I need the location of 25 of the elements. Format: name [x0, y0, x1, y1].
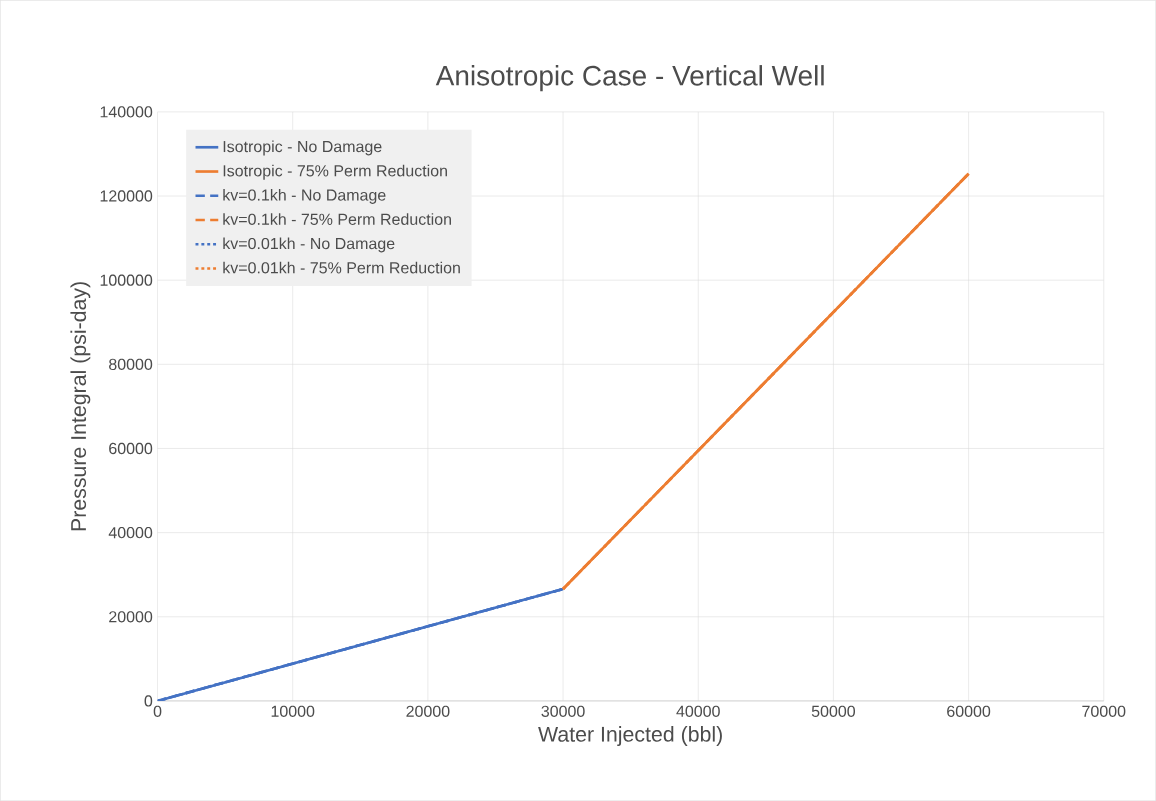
legend-label: kv=0.01kh - 75% Perm Reduction [223, 261, 460, 274]
x-tick-label: 30000 [541, 705, 585, 717]
x-tick-label: 60000 [947, 705, 991, 717]
y-tick-label: 140000 [100, 106, 153, 118]
y-tick-label: 20000 [109, 611, 153, 623]
chart-title: Anisotropic Case - Vertical Well [435, 65, 824, 92]
y-axis-title: Pressure Integral (psi-day) [70, 282, 91, 531]
legend-label: Isotropic - No Damage [223, 140, 382, 156]
y-tick-label: 0 [144, 695, 153, 707]
x-tick-label: 20000 [406, 705, 450, 717]
legend-label: Isotropic - 75% Perm Reduction [223, 164, 447, 180]
legend-label: kv=0.1kh - No Damage [223, 188, 386, 204]
x-axis-title: Water Injected (bbl) [538, 726, 722, 746]
y-tick-label: 60000 [109, 442, 153, 455]
x-tick-label: 40000 [676, 705, 720, 717]
y-tick-label: 40000 [108, 526, 153, 539]
legend-label: kv=0.01kh - No Damage [223, 237, 395, 253]
y-tick-label: 100000 [100, 274, 153, 286]
y-tick-label: 80000 [109, 358, 153, 370]
x-tick-label: 70000 [1082, 705, 1126, 717]
legend-label: kv=0.1kh - 75% Perm Reduction [223, 213, 451, 225]
y-tick-label: 120000 [100, 190, 153, 202]
x-tick-label: 10000 [271, 705, 315, 717]
x-tick-label: 0 [153, 705, 162, 717]
x-tick-label: 50000 [811, 705, 856, 717]
